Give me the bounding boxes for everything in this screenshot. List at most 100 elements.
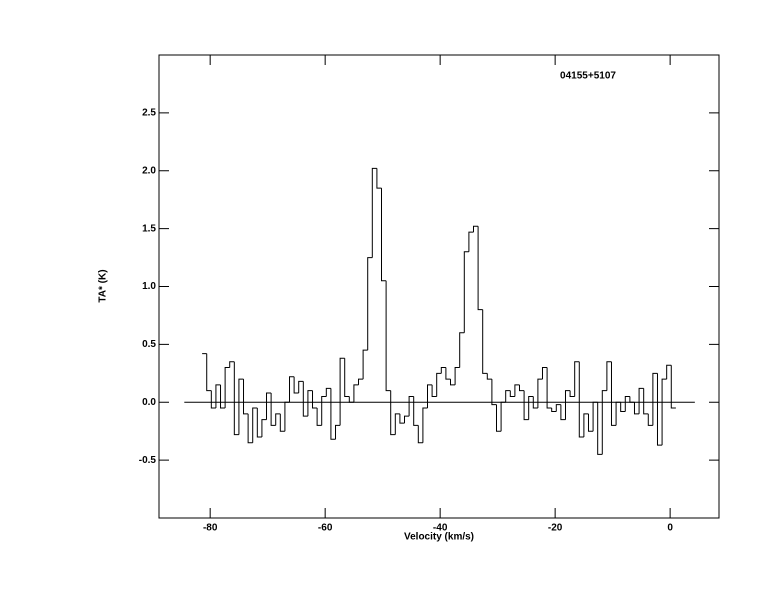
spectrum-step bbox=[601, 390, 607, 455]
x-tick-label: -80 bbox=[203, 523, 218, 534]
spectrum-step bbox=[477, 226, 483, 311]
spectrum-step bbox=[321, 395, 327, 426]
plot-frame bbox=[158, 54, 720, 519]
spectrum-step bbox=[638, 387, 644, 414]
spectrum-step bbox=[652, 372, 658, 426]
spectrum-step bbox=[583, 413, 589, 437]
spectrum-step bbox=[606, 361, 612, 391]
spectrum-step bbox=[335, 424, 341, 440]
spectrum-step bbox=[289, 376, 295, 403]
spectrum-step bbox=[399, 413, 405, 424]
spectrum-step bbox=[307, 390, 313, 417]
spectrum-step bbox=[454, 367, 460, 385]
spectrum-step bbox=[224, 367, 230, 409]
spectrum-step bbox=[624, 395, 630, 412]
spectrum-step bbox=[376, 168, 382, 189]
y-tick-label: 1.5 bbox=[142, 223, 156, 234]
spectrum-step bbox=[569, 390, 575, 397]
spectrum-step bbox=[578, 361, 584, 438]
spectrum-step bbox=[256, 408, 262, 438]
spectrum-step bbox=[279, 413, 285, 432]
spectrum-step bbox=[615, 401, 621, 426]
spectrum-step bbox=[390, 390, 396, 436]
spectrum-step bbox=[541, 367, 548, 380]
spectrum-step bbox=[385, 280, 391, 392]
spectrum-step bbox=[560, 404, 566, 421]
spectrum-step bbox=[431, 384, 437, 397]
spectrum-step bbox=[394, 413, 400, 435]
spectrum-step bbox=[551, 408, 557, 413]
x-tick-label: -40 bbox=[433, 523, 448, 534]
chart-title: 04155+5107 bbox=[560, 71, 616, 82]
spectrum-step bbox=[270, 392, 276, 426]
spectrum-step bbox=[528, 395, 534, 420]
spectrum-step bbox=[523, 390, 529, 421]
spectrum-step bbox=[629, 396, 635, 403]
spectrum-step bbox=[449, 379, 456, 386]
spectrum-step bbox=[440, 367, 446, 374]
y-tick-label: -0.5 bbox=[139, 455, 157, 466]
spectrum-step bbox=[353, 384, 359, 403]
spectrum-step bbox=[210, 390, 216, 409]
spectrum-step bbox=[518, 384, 525, 392]
spectrum-step bbox=[537, 378, 543, 409]
spectrum-step bbox=[509, 390, 515, 397]
spectrum-step bbox=[463, 251, 469, 333]
spectrum-step bbox=[555, 404, 561, 412]
y-tick-label: 2.5 bbox=[142, 108, 156, 119]
spectrum-step bbox=[532, 396, 538, 409]
spectrum-step bbox=[344, 358, 350, 397]
spectrum-step bbox=[316, 408, 322, 426]
spectrum-step bbox=[404, 415, 410, 424]
spectrum-step bbox=[486, 373, 492, 380]
spectrum-step bbox=[220, 384, 226, 409]
spectrum-step bbox=[358, 378, 364, 385]
spectrum-step bbox=[633, 402, 640, 415]
spectrum-step bbox=[229, 361, 235, 368]
spectrum-step bbox=[620, 402, 626, 413]
spectrum-step bbox=[247, 413, 253, 444]
spectrum-step bbox=[238, 378, 244, 435]
spectrum-step bbox=[206, 353, 212, 392]
spectrum-step bbox=[261, 419, 267, 437]
spectrum-step bbox=[275, 413, 281, 426]
spectrum-step bbox=[427, 384, 433, 409]
spectrum-step bbox=[495, 404, 502, 432]
spectrum-step bbox=[546, 367, 552, 409]
spectrum-step bbox=[472, 225, 479, 233]
spectrum-step bbox=[312, 390, 318, 409]
spectrum-step bbox=[413, 396, 419, 426]
spectrum-step bbox=[574, 361, 580, 397]
y-tick-label: 1.0 bbox=[142, 281, 156, 292]
spectrum-step bbox=[362, 349, 368, 380]
spectrum-step bbox=[371, 167, 377, 258]
spectrum-step bbox=[215, 384, 221, 409]
spectrum-step bbox=[381, 188, 387, 282]
spectrum-step bbox=[666, 364, 672, 380]
spectrum-step bbox=[408, 395, 414, 417]
x-axis-label: Velocity (km/s) bbox=[404, 532, 474, 543]
spectrum-step bbox=[587, 413, 594, 432]
spectrum-step bbox=[670, 365, 676, 409]
spectrum-step bbox=[233, 361, 239, 436]
spectrum-step bbox=[661, 378, 667, 446]
y-tick-label: 2.0 bbox=[142, 165, 156, 176]
spectrum-step bbox=[266, 392, 272, 420]
spectrum-step bbox=[417, 425, 423, 444]
spectrum-step bbox=[302, 381, 308, 417]
spectrum-step bbox=[491, 379, 497, 406]
y-axis-label: TA* (K) bbox=[98, 269, 109, 302]
spectrum-step bbox=[564, 390, 571, 420]
spectrum-step bbox=[348, 396, 354, 403]
spectrum-step bbox=[643, 388, 649, 415]
spectrum-step bbox=[325, 387, 331, 397]
spectrum-step bbox=[284, 401, 290, 432]
spectrum-step bbox=[445, 367, 451, 380]
x-tick-label: -60 bbox=[318, 523, 333, 534]
spectrum-step bbox=[422, 407, 428, 443]
y-tick-label: 0.0 bbox=[142, 397, 156, 408]
spectrum-step bbox=[505, 390, 511, 403]
spectrum-step bbox=[339, 357, 345, 426]
spectrum-step bbox=[610, 361, 617, 426]
spectrum-step bbox=[459, 332, 465, 368]
